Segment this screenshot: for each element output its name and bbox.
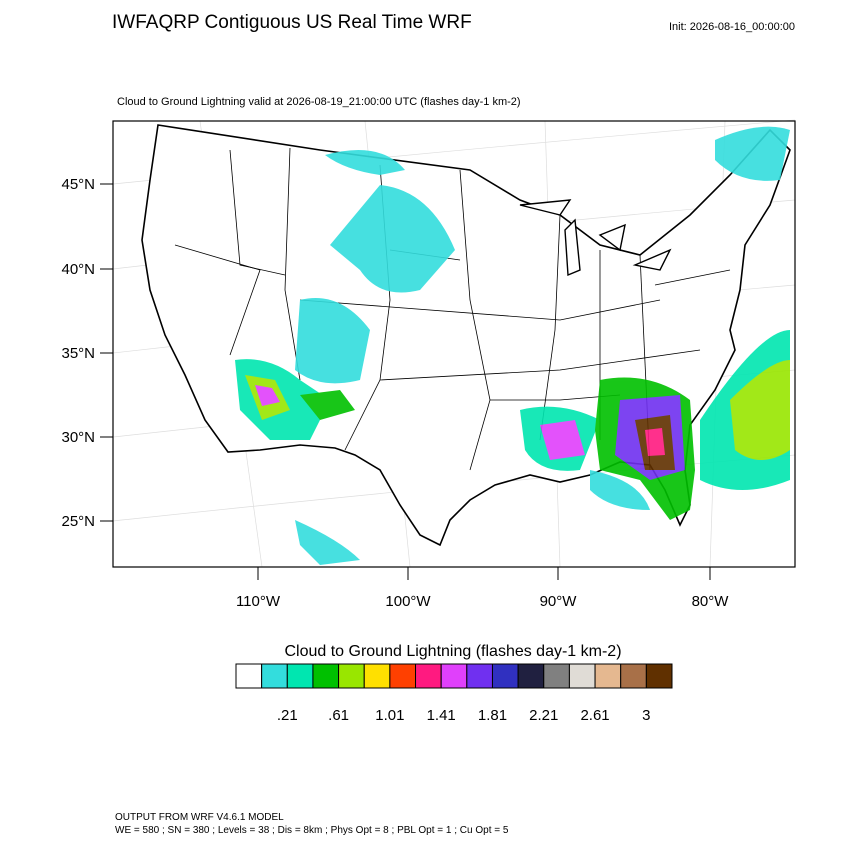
lat-label: 30°N <box>61 429 95 446</box>
colorbar-label: 1.41 <box>427 707 456 724</box>
colorbar-box <box>620 663 647 689</box>
colorbar-label: .61 <box>328 707 349 724</box>
great-lakes <box>519 199 672 277</box>
colorbar-box <box>466 663 493 689</box>
title: IWFAQRP Contiguous US Real Time WRF <box>112 12 472 33</box>
lon-label: 110°W <box>236 593 281 610</box>
map-subtitle: Cloud to Ground Lightning valid at 2026-… <box>117 96 521 108</box>
colorbar-box <box>517 663 545 689</box>
lat-label: 25°N <box>61 513 95 530</box>
colorbar-box <box>543 663 570 689</box>
colorbar-box <box>645 663 673 689</box>
colorbar-box <box>338 663 365 689</box>
colorbar-box <box>235 663 263 689</box>
lat-label: 45°N <box>61 176 95 193</box>
colorbar-title: Cloud to Ground Lightning (flashes day-1… <box>284 643 621 660</box>
lon-label: 90°W <box>540 593 578 610</box>
colorbar-box <box>389 663 417 689</box>
colorbar-label: 3 <box>642 707 650 724</box>
map-frame <box>112 120 796 568</box>
colorbar-box <box>594 663 622 689</box>
colorbar-label: 1.81 <box>478 707 507 724</box>
map <box>112 119 796 568</box>
colorbar-label: 2.21 <box>529 707 558 724</box>
colorbar-label: .21 <box>277 707 298 724</box>
colorbar-box <box>286 663 314 689</box>
lat-label: 40°N <box>61 261 95 278</box>
lightning-areas <box>235 126 790 565</box>
lon-label: 100°W <box>385 593 431 610</box>
lon-label: 80°W <box>692 593 730 610</box>
colorbar-box <box>491 663 519 689</box>
init-time: Init: 2026-08-16_00:00:00 <box>669 21 795 33</box>
colorbar-label: 2.61 <box>580 707 609 724</box>
colorbar-box <box>568 663 596 689</box>
colorbar-label: 1.01 <box>375 707 404 724</box>
colorbar-box <box>261 663 288 689</box>
colorbar-box <box>440 663 468 689</box>
footer-line: OUTPUT FROM WRF V4.6.1 MODEL <box>115 812 284 823</box>
colorbar-box <box>415 663 442 689</box>
footer-line: WE = 580 ; SN = 380 ; Levels = 38 ; Dis … <box>115 825 509 836</box>
colorbar-box <box>312 663 340 689</box>
colorbar-box <box>363 663 391 689</box>
lat-label: 35°N <box>61 345 95 362</box>
